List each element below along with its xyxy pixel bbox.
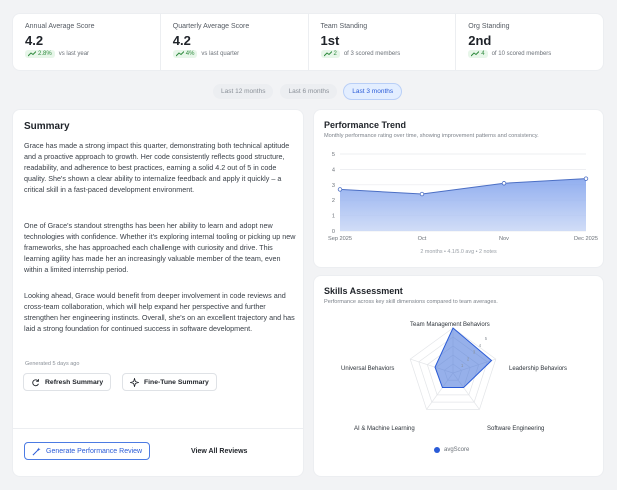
trend-line (339, 178, 587, 195)
skills-subtitle: Performance across key skill dimensions … (324, 299, 498, 305)
stat-value: 2nd (468, 33, 492, 48)
trend-point (419, 191, 425, 197)
stat-note: vs last quarter (201, 51, 240, 57)
stat-note: of 3 scored members (343, 51, 401, 57)
stat-annual-average: Annual Average Score 4.2 2.8% vs last ye… (13, 14, 161, 70)
legend-dot (434, 447, 440, 453)
range-last-12-months[interactable]: Last 12 months (213, 84, 274, 99)
x-tick-label: Dec 2025 (574, 236, 598, 242)
trend-point (501, 181, 507, 186)
trend-chip: 4 (468, 50, 488, 58)
magic-wand-icon (32, 446, 41, 455)
stat-label: Annual Average Score (25, 23, 95, 30)
stat-value: 1st (320, 33, 340, 48)
stat-label: Quarterly Average Score (172, 23, 250, 30)
refresh-summary-button[interactable]: Refresh Summary (23, 373, 112, 391)
trend-chip: 2 (320, 50, 340, 58)
radar-tick-label: 1 (461, 363, 464, 368)
trend-up-icon (323, 51, 332, 57)
trend-area (340, 178, 586, 231)
radar-label-leadership: Leadership Behaviors (509, 366, 568, 372)
radar-label-team-management: Team Management Behaviors (410, 322, 490, 328)
x-tick-label: Sep 2025 (328, 236, 352, 242)
trend-point (583, 176, 589, 181)
performance-trend-card: Performance Trend Monthly performance ra… (314, 110, 603, 267)
stat-team-standing: Team Standing 1st 2 of 3 scored members (309, 14, 457, 70)
radar-tick-label: 4 (479, 343, 482, 348)
fine-tune-summary-button[interactable]: Fine-Tune Summary (122, 373, 217, 391)
range-last-6-months[interactable]: Last 6 months (280, 84, 338, 99)
trend-title: Performance Trend (324, 120, 407, 130)
stats-bar: Annual Average Score 4.2 2.8% vs last ye… (13, 14, 603, 70)
trend-up-icon (471, 51, 480, 57)
stat-label: Org Standing (468, 23, 510, 30)
radar-label-software-engineering: Software Engineering (487, 426, 545, 432)
radar-label-ai-ml: AI & Machine Learning (354, 426, 415, 432)
trend-chip: 4% (172, 50, 198, 58)
legend-label: avgScore (444, 447, 470, 453)
generated-timestamp: Generated 5 days ago (25, 361, 80, 367)
stat-note: vs last year (58, 51, 90, 57)
refresh-icon (32, 378, 39, 386)
range-last-3-months[interactable]: Last 3 months (344, 84, 402, 99)
radar-legend: avgScore (434, 447, 469, 453)
summary-paragraph: Looking ahead, Grace would benefit from … (24, 291, 295, 333)
stat-org-standing: Org Standing 2nd 4 of 10 scored members (456, 14, 603, 70)
summary-paragraph: One of Grace's standout strengths has be… (24, 221, 296, 274)
y-tick-label: 4 (332, 167, 335, 173)
performance-trend-chart: 0 1 2 3 4 5 Sep 2025 Oct Nov Dec 2025 (328, 152, 598, 242)
radar-label-universal: Universal Behaviors (341, 366, 395, 372)
summary-title: Summary (24, 121, 70, 132)
view-all-reviews-link[interactable]: View All Reviews (191, 447, 248, 455)
y-tick-label: 0 (332, 229, 335, 235)
sparkle-icon (130, 377, 139, 387)
stat-value: 4.2 (25, 33, 44, 48)
summary-card: Summary Grace has made a strong impact t… (13, 110, 303, 476)
y-tick-label: 1 (332, 214, 335, 220)
stat-label: Team Standing (320, 23, 368, 30)
trend-point (337, 187, 343, 192)
x-tick-label: Nov (499, 236, 509, 242)
radar-tick-label: 5 (485, 336, 488, 341)
y-tick-label: 5 (332, 152, 335, 158)
trend-chip: 2.8% (25, 50, 55, 58)
x-tick-label: Oct (418, 236, 427, 242)
stat-quarterly-average: Quarterly Average Score 4.2 4% vs last q… (161, 14, 309, 70)
radar-grid-ring (409, 327, 497, 410)
time-range-filter: Last 12 months Last 6 months Last 3 mont… (213, 84, 402, 99)
radar-tick-label: 3 (473, 350, 476, 355)
skills-title: Skills Assessment (324, 286, 403, 296)
stat-value: 4.2 (172, 33, 191, 48)
trend-meta: 2 months • 4.1/5.0 avg • 2 notes (420, 249, 497, 255)
summary-divider (13, 428, 303, 429)
trend-up-icon (28, 51, 36, 57)
y-tick-label: 3 (332, 183, 335, 189)
stat-note: of 10 scored members (491, 51, 552, 57)
skills-assessment-card: Skills Assessment Performance across key… (314, 276, 603, 476)
y-tick-label: 2 (332, 198, 335, 204)
trend-up-icon (175, 51, 184, 57)
radar-tick-label: 2 (467, 356, 470, 361)
trend-subtitle: Monthly performance rating over time, sh… (324, 133, 539, 139)
radar-series-area (434, 327, 493, 389)
generate-performance-review-button[interactable]: Generate Performance Review (24, 442, 151, 460)
summary-paragraph: Grace has made a strong impact this quar… (24, 141, 290, 194)
